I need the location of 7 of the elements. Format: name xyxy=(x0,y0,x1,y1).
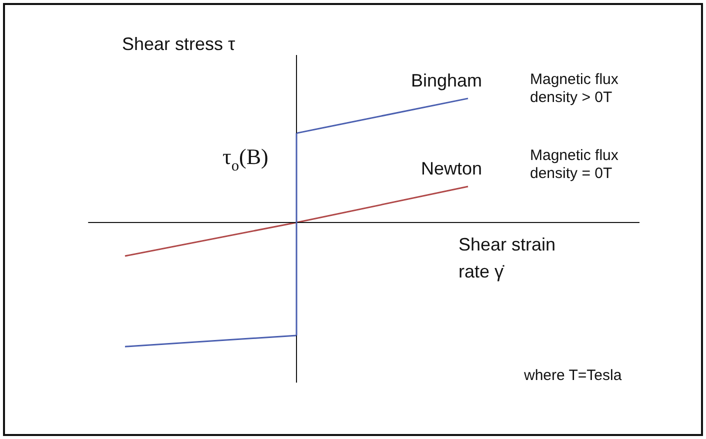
x-axis-title: Shear strain rate γ̇ xyxy=(458,234,556,282)
text: where T=Tesla xyxy=(523,367,622,384)
y-axis-title: Shear stress τ xyxy=(122,34,236,54)
annotation: Magnetic flux density = 0T xyxy=(530,147,619,182)
annotation: Magnetic flux density > 0T xyxy=(530,71,619,106)
series-label: Newton xyxy=(420,158,482,179)
series-label: Bingham xyxy=(410,70,482,90)
